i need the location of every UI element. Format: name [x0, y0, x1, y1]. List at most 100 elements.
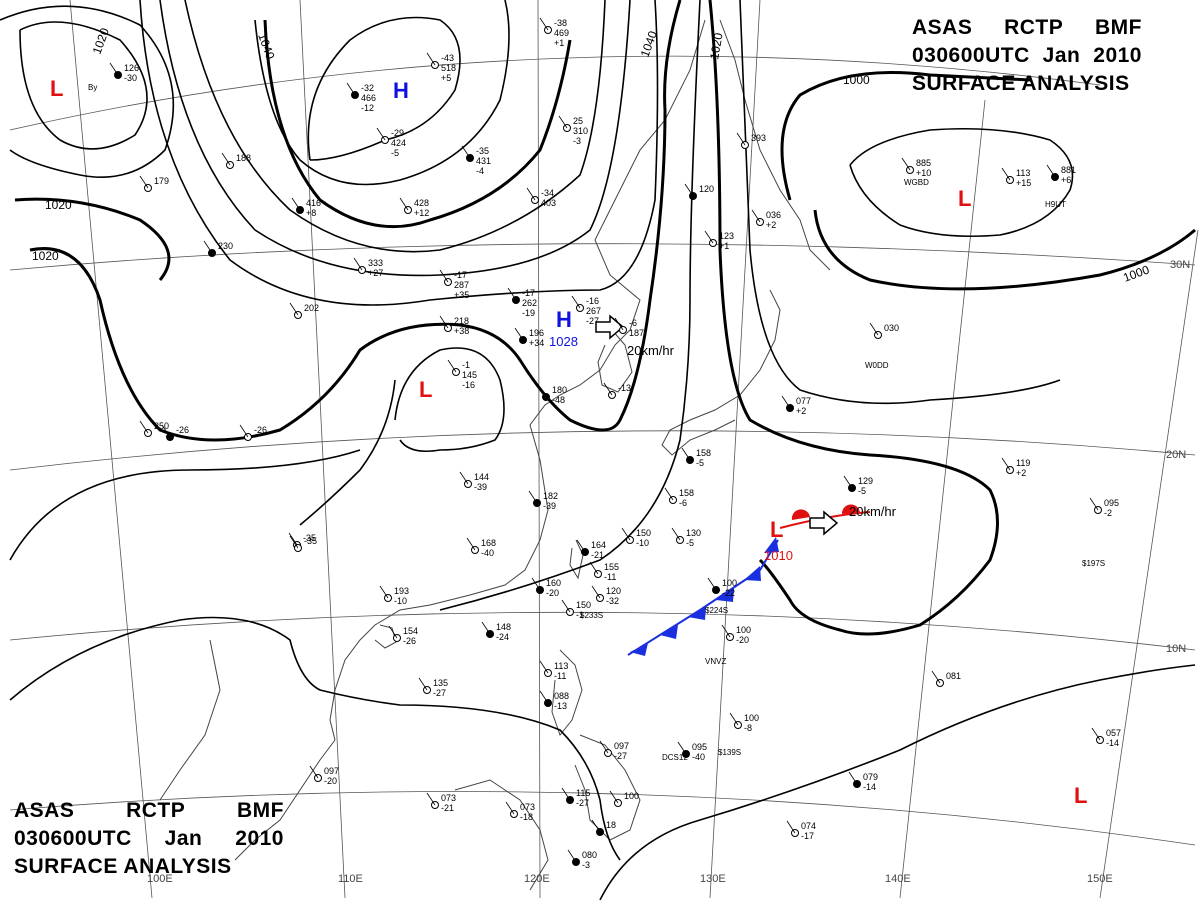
station-plot: 158-5 — [681, 447, 711, 468]
station-value: 129 — [858, 476, 873, 486]
station-plot: 100-22 — [707, 577, 737, 598]
wind-barb — [558, 115, 568, 129]
wind-barb — [346, 82, 356, 96]
coastline-russia — [719, 19, 831, 271]
station-value: -21 — [591, 550, 604, 560]
station-value: -16 — [586, 296, 599, 306]
wind-barb — [781, 395, 791, 409]
station-value: -20 — [324, 776, 337, 786]
warm-front-bump — [791, 509, 810, 520]
station-id: $224S — [705, 606, 728, 615]
wind-barb — [1089, 497, 1099, 511]
station-value: 18 — [606, 820, 616, 830]
station-plots: 126-30-38469+1-43518+5-32466-12-29424-52… — [88, 17, 1121, 870]
station-value: 080 — [582, 850, 597, 860]
station-value: 120 — [699, 184, 714, 194]
station-value: 100 — [736, 625, 751, 635]
station-plot: 188 — [221, 152, 251, 169]
wind-barb — [353, 257, 363, 271]
station-value: -26 — [176, 425, 189, 435]
station-value: 150 — [636, 528, 651, 538]
station-value: 097 — [324, 766, 339, 776]
cold-front — [627, 537, 779, 656]
station-plot: 129-5 — [843, 475, 873, 496]
station-value: 428 — [414, 198, 429, 208]
station-value: 416 — [306, 198, 321, 208]
station-value: 079 — [863, 772, 878, 782]
station-plot: 120-32 — [591, 585, 621, 606]
station-value: 179 — [154, 176, 169, 186]
wind-barb — [614, 317, 624, 331]
station-plot: -35 — [289, 535, 317, 552]
station-value: -8 — [744, 723, 752, 733]
station-value: -35 — [304, 536, 317, 546]
station-value: -21 — [441, 803, 454, 813]
station-value: +2 — [1016, 468, 1026, 478]
wind-barb — [439, 269, 449, 283]
coastlines — [159, 19, 831, 891]
cold-front-line — [627, 539, 779, 656]
motion-label: 20km/hr — [627, 343, 675, 358]
station-value: -13 — [554, 701, 567, 711]
station-value: 431 — [476, 156, 491, 166]
station-plot: 144-39 — [459, 471, 489, 492]
station-value: -30 — [124, 73, 137, 83]
station-value: 119 — [1016, 458, 1030, 468]
station-value: 164 — [591, 540, 606, 550]
lon-label: 130E — [700, 873, 726, 885]
wind-barb — [161, 424, 171, 438]
wind-barb — [681, 447, 691, 461]
isobar — [139, 0, 659, 306]
lat-labels: 30N 20N 10N — [1166, 259, 1190, 655]
wind-barb — [109, 62, 119, 76]
station-value: 193 — [394, 586, 409, 596]
isobar — [9, 616, 621, 861]
low-center-value: 1010 — [764, 548, 793, 563]
station-plot: 100 — [609, 790, 639, 807]
lon-label: 110E — [338, 873, 363, 885]
station-value: -18 — [520, 812, 533, 822]
wind-barb — [751, 209, 761, 223]
isobar — [9, 449, 361, 561]
wind-barb — [239, 424, 249, 438]
station-plot: -26 — [161, 424, 189, 441]
lat-label: 30N — [1170, 259, 1190, 271]
station-value: 100 — [722, 578, 737, 588]
station-value: 077 — [796, 396, 811, 406]
station-value: 310 — [573, 126, 588, 136]
station-plot: 230 — [203, 240, 233, 257]
motion-label: 20km/hr — [849, 504, 897, 519]
station-value: -3 — [582, 860, 590, 870]
station-value: -32 — [361, 83, 374, 93]
motion-labels: 20km/hr 20km/hr — [627, 343, 897, 519]
station-value: -10 — [636, 538, 649, 548]
station-value: 057 — [1106, 728, 1121, 738]
wind-barb — [677, 741, 687, 755]
station-value: 155 — [604, 562, 619, 572]
station-value: 250 — [154, 421, 169, 431]
station-value: 180 — [552, 385, 567, 395]
isobar — [849, 127, 1074, 238]
station-value: 518 — [441, 63, 456, 73]
wind-barb — [664, 487, 674, 501]
motion-arrow — [809, 510, 839, 536]
station-value: -13 — [618, 383, 631, 393]
office-label: BMF — [1095, 16, 1142, 39]
station-value: -27 — [433, 688, 446, 698]
lat-label: 20N — [1166, 449, 1186, 461]
station-value: 469 — [554, 28, 569, 38]
station-plot: 074-17 — [786, 820, 816, 841]
station-value: +10 — [916, 168, 931, 178]
wind-barb — [599, 740, 609, 754]
parallel — [9, 55, 1101, 131]
station-value: -17 — [801, 831, 814, 841]
high-center-value: 1028 — [549, 334, 578, 349]
station-plot: 148-24 — [481, 621, 511, 642]
isobar — [299, 379, 396, 526]
station-value: +27 — [368, 268, 383, 278]
station-plot: 881+6 — [1046, 164, 1076, 185]
station-value: 403 — [541, 198, 556, 208]
wind-barb — [376, 127, 386, 141]
